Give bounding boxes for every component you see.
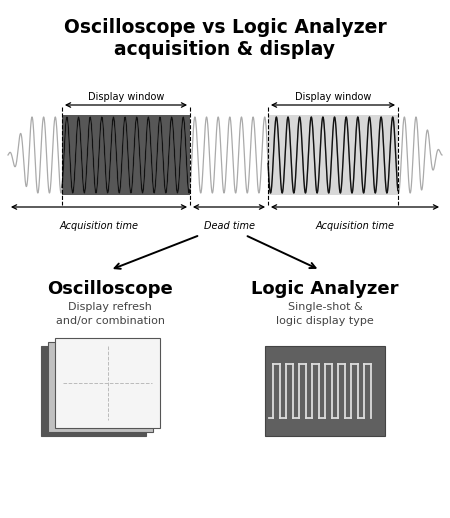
- Bar: [41, 346, 146, 436]
- Text: Dead time: Dead time: [203, 221, 255, 231]
- Text: Display window: Display window: [88, 92, 164, 102]
- Bar: [268, 115, 398, 195]
- Bar: [265, 346, 385, 436]
- Text: Acquisition time: Acquisition time: [315, 221, 395, 231]
- Text: Acquisition time: Acquisition time: [59, 221, 139, 231]
- Text: acquisition & display: acquisition & display: [114, 40, 336, 59]
- Bar: [48, 342, 153, 432]
- Text: Logic Analyzer: Logic Analyzer: [251, 280, 399, 298]
- Text: Display refresh
and/or combination: Display refresh and/or combination: [55, 302, 165, 326]
- Text: Oscilloscope vs Logic Analyzer: Oscilloscope vs Logic Analyzer: [63, 18, 387, 37]
- Bar: [62, 115, 190, 195]
- Text: Display window: Display window: [295, 92, 371, 102]
- Text: Single-shot &
logic display type: Single-shot & logic display type: [276, 302, 374, 326]
- Bar: [55, 338, 160, 428]
- Text: Oscilloscope: Oscilloscope: [47, 280, 173, 298]
